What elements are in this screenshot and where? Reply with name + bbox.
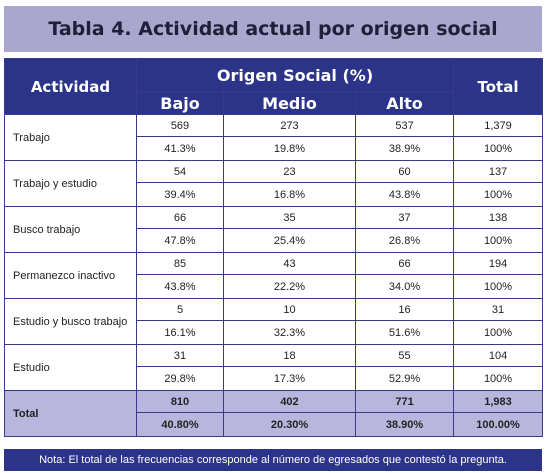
percent-cell: 22.2% [223, 274, 356, 299]
percent-cell: 100.00% [453, 412, 544, 437]
count-cell: 569 [136, 114, 224, 137]
header-origen-social: Origen Social (%) [135, 58, 455, 92]
header-alto: Alto [354, 91, 455, 115]
count-cell: 66 [136, 206, 224, 229]
count-cell: 16 [354, 298, 455, 321]
percent-cell: 38.90% [354, 412, 455, 437]
total-row-label: Total [4, 390, 137, 437]
count-cell: 104 [453, 344, 544, 367]
data-table: Actividad Origen Social (%) Total Bajo M… [4, 58, 544, 437]
count-cell: 85 [136, 252, 224, 275]
row-label: Estudio [4, 344, 137, 391]
row-label: Estudio y busco trabajo [4, 298, 137, 345]
percent-cell: 100% [453, 136, 544, 161]
percent-cell: 39.4% [136, 182, 224, 207]
percent-cell: 43.8% [354, 182, 455, 207]
table-title: Tabla 4. Actividad actual por origen soc… [4, 6, 542, 52]
count-cell: 138 [453, 206, 544, 229]
count-cell: 810 [136, 390, 224, 413]
count-cell: 35 [223, 206, 356, 229]
percent-cell: 51.6% [354, 320, 455, 345]
percent-cell: 26.8% [354, 228, 455, 253]
percent-cell: 19.8% [223, 136, 356, 161]
row-label: Trabajo y estudio [4, 160, 137, 207]
count-cell: 54 [136, 160, 224, 183]
count-cell: 771 [354, 390, 455, 413]
count-cell: 23 [223, 160, 356, 183]
header-total: Total [453, 58, 544, 115]
percent-cell: 40.80% [136, 412, 224, 437]
header-medio: Medio [223, 91, 356, 115]
percent-cell: 100% [453, 228, 544, 253]
count-cell: 537 [354, 114, 455, 137]
row-label: Trabajo [4, 114, 137, 161]
percent-cell: 20.30% [223, 412, 356, 437]
percent-cell: 29.8% [136, 366, 224, 391]
percent-cell: 38.9% [354, 136, 455, 161]
count-cell: 1,983 [453, 390, 544, 413]
count-cell: 194 [453, 252, 544, 275]
percent-cell: 100% [453, 274, 544, 299]
percent-cell: 34.0% [354, 274, 455, 299]
percent-cell: 43.8% [136, 274, 224, 299]
count-cell: 5 [136, 298, 224, 321]
percent-cell: 25.4% [223, 228, 356, 253]
percent-cell: 100% [453, 320, 544, 345]
percent-cell: 100% [453, 366, 544, 391]
count-cell: 66 [354, 252, 455, 275]
percent-cell: 100% [453, 182, 544, 207]
count-cell: 31 [453, 298, 544, 321]
count-cell: 60 [354, 160, 455, 183]
header-bajo: Bajo [136, 91, 224, 115]
percent-cell: 16.1% [136, 320, 224, 345]
count-cell: 10 [223, 298, 356, 321]
count-cell: 31 [136, 344, 224, 367]
count-cell: 43 [223, 252, 356, 275]
percent-cell: 32.3% [223, 320, 356, 345]
count-cell: 18 [223, 344, 356, 367]
header-actividad: Actividad [4, 58, 137, 115]
count-cell: 37 [354, 206, 455, 229]
count-cell: 402 [223, 390, 356, 413]
count-cell: 273 [223, 114, 356, 137]
row-label: Busco trabajo [4, 206, 137, 253]
percent-cell: 47.8% [136, 228, 224, 253]
percent-cell: 16.8% [223, 182, 356, 207]
percent-cell: 17.3% [223, 366, 356, 391]
count-cell: 55 [354, 344, 455, 367]
table-note: Nota: El total de las frecuencias corres… [4, 449, 542, 471]
percent-cell: 52.9% [354, 366, 455, 391]
percent-cell: 41.3% [136, 136, 224, 161]
count-cell: 1,379 [453, 114, 544, 137]
count-cell: 137 [453, 160, 544, 183]
row-label: Permanezco inactivo [4, 252, 137, 299]
